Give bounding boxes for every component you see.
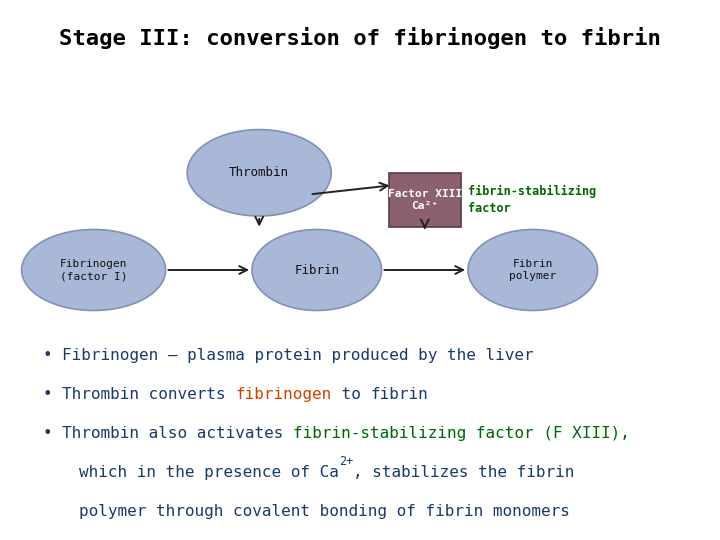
Text: fibrinogen: fibrinogen bbox=[235, 387, 332, 402]
Text: fibrin-stabilizing factor (F XIII),: fibrin-stabilizing factor (F XIII), bbox=[294, 426, 630, 441]
Ellipse shape bbox=[252, 230, 382, 310]
Text: to: to bbox=[332, 387, 371, 402]
Ellipse shape bbox=[468, 230, 598, 310]
Text: Thrombin converts: Thrombin converts bbox=[63, 387, 235, 402]
FancyBboxPatch shape bbox=[389, 173, 461, 227]
Ellipse shape bbox=[22, 230, 166, 310]
Text: Stage III: conversion of fibrinogen to fibrin: Stage III: conversion of fibrinogen to f… bbox=[59, 27, 661, 49]
Text: Fibrin
polymer: Fibrin polymer bbox=[509, 259, 557, 281]
Ellipse shape bbox=[187, 130, 331, 216]
Text: fibrin-stabilizing
factor: fibrin-stabilizing factor bbox=[468, 185, 596, 215]
Text: Fibrinogen
(factor I): Fibrinogen (factor I) bbox=[60, 259, 127, 281]
Text: polymer through covalent bonding of fibrin monomers: polymer through covalent bonding of fibr… bbox=[79, 504, 570, 519]
Text: fibrin: fibrin bbox=[371, 387, 428, 402]
Text: •: • bbox=[43, 426, 63, 441]
Text: Factor XIII
Ca²⁺: Factor XIII Ca²⁺ bbox=[387, 189, 462, 211]
Text: Thrombin also activates: Thrombin also activates bbox=[63, 426, 294, 441]
Text: Fibrin: Fibrin bbox=[294, 264, 339, 276]
Text: 2+: 2+ bbox=[339, 455, 354, 468]
Text: , stabilizes the fibrin: , stabilizes the fibrin bbox=[354, 465, 575, 480]
Text: which in the presence of Ca: which in the presence of Ca bbox=[79, 465, 339, 480]
Text: •: • bbox=[43, 348, 63, 363]
Text: Fibrinogen – plasma protein produced by the liver: Fibrinogen – plasma protein produced by … bbox=[63, 348, 534, 363]
Text: Thrombin: Thrombin bbox=[229, 166, 289, 179]
Text: •: • bbox=[43, 387, 63, 402]
